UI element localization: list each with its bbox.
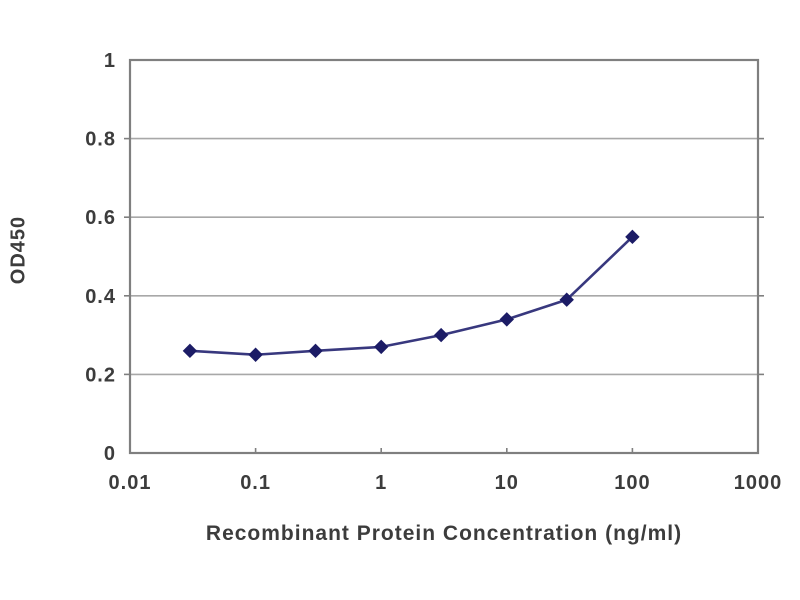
- x-tick-label: 0.1: [240, 472, 271, 494]
- x-axis-title: Recombinant Protein Concentration (ng/ml…: [205, 522, 683, 545]
- y-tick-label: 0.8: [85, 129, 116, 151]
- y-tick-label: 0.6: [85, 207, 116, 229]
- data-point-marker: [373, 339, 389, 355]
- data-series-line: [189, 235, 634, 357]
- x-tick-label: 1: [375, 472, 387, 494]
- x-tick-label: 1000: [734, 472, 783, 494]
- x-tick-label: 0.01: [109, 472, 152, 494]
- y-tick-label: 1: [104, 50, 116, 72]
- y-tick-label: 0.2: [85, 364, 116, 386]
- y-tick-label: 0.4: [85, 286, 116, 308]
- data-point-marker: [559, 292, 574, 307]
- plot-border: [128, 58, 760, 455]
- data-point-marker: [625, 229, 640, 245]
- data-point-marker: [433, 327, 449, 343]
- x-tick-label: 100: [614, 472, 650, 494]
- data-point-marker: [308, 343, 323, 359]
- data-point-marker: [248, 347, 263, 362]
- y-axis-title: OD450: [7, 215, 30, 285]
- x-tick-label: 10: [495, 472, 519, 494]
- data-point-marker: [182, 343, 198, 359]
- data-point-marker: [499, 312, 515, 327]
- y-tick-label: 0: [104, 443, 116, 465]
